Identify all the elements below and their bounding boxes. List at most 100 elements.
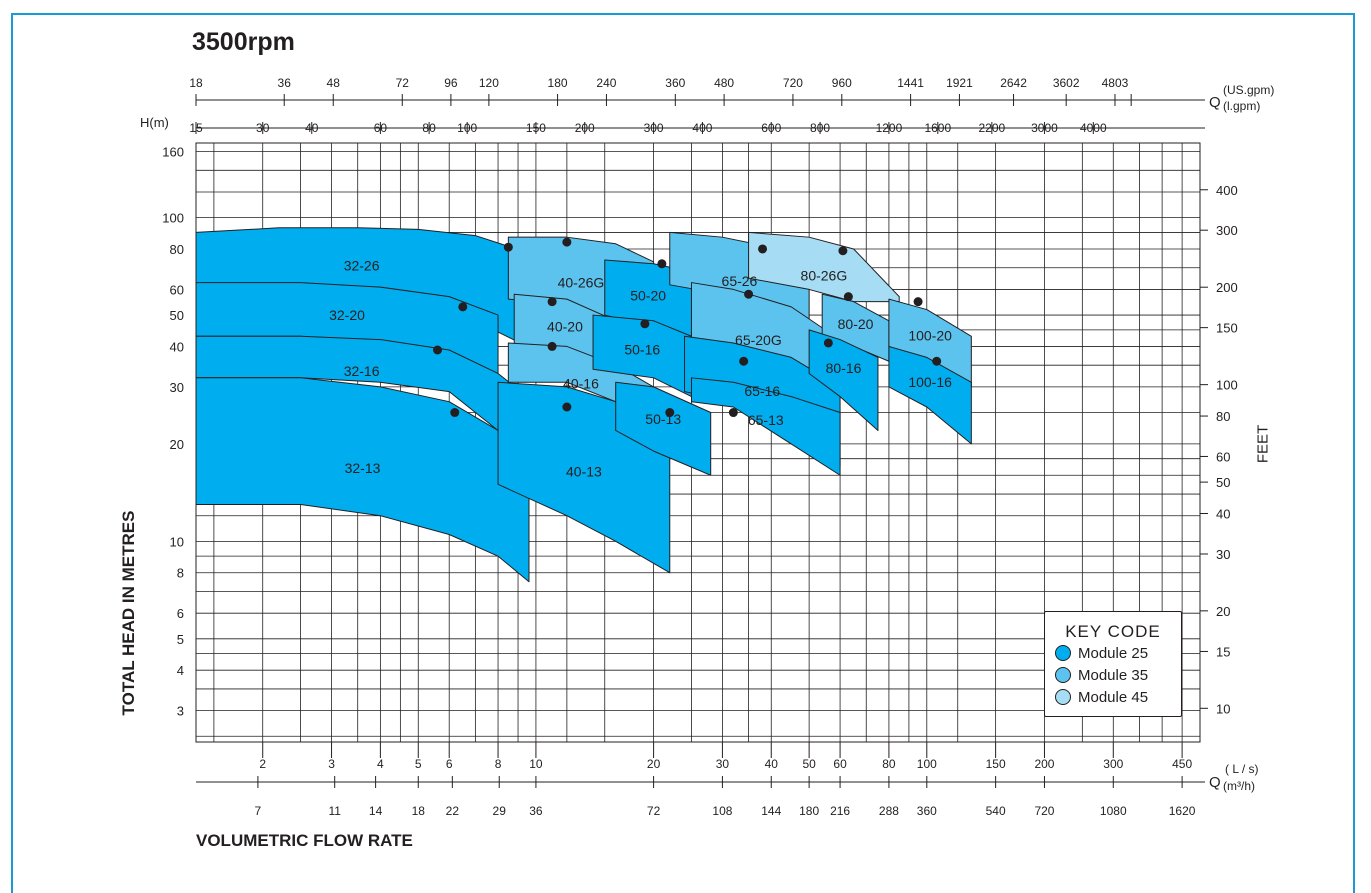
us-gpm-label: 240 xyxy=(596,76,616,90)
feet-tick-label: 60 xyxy=(1216,449,1230,464)
l-gpm-label: 30 xyxy=(256,121,270,135)
pump-label-40-16: 40-16 xyxy=(563,375,599,391)
us-gpm-label: 4803 xyxy=(1102,76,1129,90)
ls-label: 30 xyxy=(716,757,730,771)
ls-label: 20 xyxy=(647,757,661,771)
m3h-unit: (m³/h) xyxy=(1223,779,1255,793)
feet-tick-label: 80 xyxy=(1216,409,1230,424)
ls-label: 100 xyxy=(917,757,937,771)
bep-point-32-13 xyxy=(450,408,460,418)
q-top-label: Q xyxy=(1209,94,1221,111)
pump-region-100-16 xyxy=(888,345,972,445)
m3h-label: 1080 xyxy=(1100,804,1127,818)
legend-label: Module 25 xyxy=(1078,644,1149,662)
bep-point-100-16 xyxy=(932,356,942,366)
us-gpm-unit: (US.gpm) xyxy=(1223,83,1275,97)
bep-point-32-26 xyxy=(503,242,513,252)
ls-label: 150 xyxy=(986,757,1006,771)
y-tick-label: 60 xyxy=(170,282,184,297)
y-tick-label: 100 xyxy=(162,211,184,226)
m3h-label: 1620 xyxy=(1169,804,1196,818)
bep-point-40-20 xyxy=(547,297,557,307)
legend-item-module-35: Module 35 xyxy=(1055,664,1181,686)
m3h-label: 29 xyxy=(493,804,507,818)
bep-point-32-20 xyxy=(458,302,468,312)
module-25-swatch xyxy=(1055,645,1071,661)
pump-label-50-16: 50-16 xyxy=(624,341,660,357)
m3h-label: 540 xyxy=(986,804,1006,818)
module-45-swatch xyxy=(1055,689,1071,705)
feet-tick-label: 30 xyxy=(1216,547,1230,562)
bep-point-80-16 xyxy=(823,338,833,348)
feet-tick-label: 150 xyxy=(1216,321,1238,336)
pump-label-40-20: 40-20 xyxy=(547,318,583,334)
y-tick-label: 5 xyxy=(177,632,184,647)
l-gpm-label: 1200 xyxy=(876,121,903,135)
ls-label: 200 xyxy=(1034,757,1054,771)
m3h-label: 22 xyxy=(446,804,460,818)
feet-tick-label: 40 xyxy=(1216,507,1230,522)
ls-label: 450 xyxy=(1172,757,1192,771)
m3h-label: 72 xyxy=(647,804,661,818)
l-gpm-label: 800 xyxy=(810,121,830,135)
pump-performance-chart: 3 4 5 6 8 10 20 30 40 50 60 80 100 160 10 15 20 30 40 50 60 8… xyxy=(162,76,1238,818)
x-axis-label: VOLUMETRIC FLOW RATE xyxy=(196,831,413,850)
ls-label: 4 xyxy=(377,757,384,771)
l-gpm-label: 300 xyxy=(644,121,664,135)
bep-point-50-16 xyxy=(640,319,650,329)
m3h-label: 216 xyxy=(830,804,850,818)
ls-label: 5 xyxy=(415,757,422,771)
feet-tick-label: 50 xyxy=(1216,475,1230,490)
bep-point-65-13 xyxy=(728,408,738,418)
l-gpm-label: 40 xyxy=(305,121,319,135)
l-gpm-label: 4000 xyxy=(1080,121,1107,135)
feet-tick-label: 300 xyxy=(1216,223,1238,238)
bep-point-40-13 xyxy=(562,402,572,412)
l-gpm-label: 80 xyxy=(422,121,436,135)
hm-label: H(m) xyxy=(140,115,169,130)
chart-frame xyxy=(11,13,1355,893)
bep-point-40-16 xyxy=(547,341,557,351)
bep-point-50-20 xyxy=(657,259,667,269)
ls-label: 3 xyxy=(328,757,335,771)
m3h-label: 36 xyxy=(529,804,543,818)
pump-label-100-20: 100-20 xyxy=(908,327,952,343)
legend-box: KEY CODE Module 25 Module 35 Module 45 xyxy=(1044,611,1182,717)
l-gpm-label: 15 xyxy=(189,121,203,135)
bep-point-40-26G xyxy=(562,237,572,247)
ls-label: 60 xyxy=(833,757,847,771)
module-35-swatch xyxy=(1055,667,1071,683)
ls-label: 300 xyxy=(1103,757,1123,771)
us-gpm-label: 18 xyxy=(189,76,203,90)
pump-label-65-16: 65-16 xyxy=(744,383,780,399)
chart-title: 3500rpm xyxy=(192,28,295,56)
feet-tick-label: 200 xyxy=(1216,280,1238,295)
m3h-label: 720 xyxy=(1034,804,1054,818)
pump-label-80-20: 80-20 xyxy=(838,316,874,332)
l-s-unit: ( L / s) xyxy=(1225,762,1259,776)
y-tick-label: 30 xyxy=(170,380,184,395)
legend-label: Module 35 xyxy=(1078,666,1149,684)
pump-label-50-13: 50-13 xyxy=(645,411,681,427)
y-tick-label: 4 xyxy=(177,663,184,678)
bep-point-80-20 xyxy=(843,292,853,302)
l-gpm-label: 1600 xyxy=(924,121,951,135)
pump-label-80-26G: 80-26G xyxy=(801,267,848,283)
us-gpm-label: 1921 xyxy=(946,76,973,90)
ls-label: 8 xyxy=(495,757,502,771)
us-gpm-label: 48 xyxy=(327,76,341,90)
l-gpm-label: 3000 xyxy=(1031,121,1058,135)
us-gpm-label: 120 xyxy=(479,76,499,90)
m3h-label: 108 xyxy=(712,804,732,818)
feet-tick-label: 100 xyxy=(1216,378,1238,393)
pump-label-65-26: 65-26 xyxy=(722,273,758,289)
us-gpm-label: 180 xyxy=(548,76,568,90)
legend-title: KEY CODE xyxy=(1065,622,1161,641)
ls-label: 50 xyxy=(802,757,816,771)
m3h-label: 144 xyxy=(761,804,781,818)
m3h-label: 360 xyxy=(917,804,937,818)
m3h-label: 7 xyxy=(255,804,262,818)
m3h-label: 11 xyxy=(328,804,341,818)
pump-label-32-16: 32-16 xyxy=(344,363,380,379)
bep-point-65-26 xyxy=(758,244,768,254)
